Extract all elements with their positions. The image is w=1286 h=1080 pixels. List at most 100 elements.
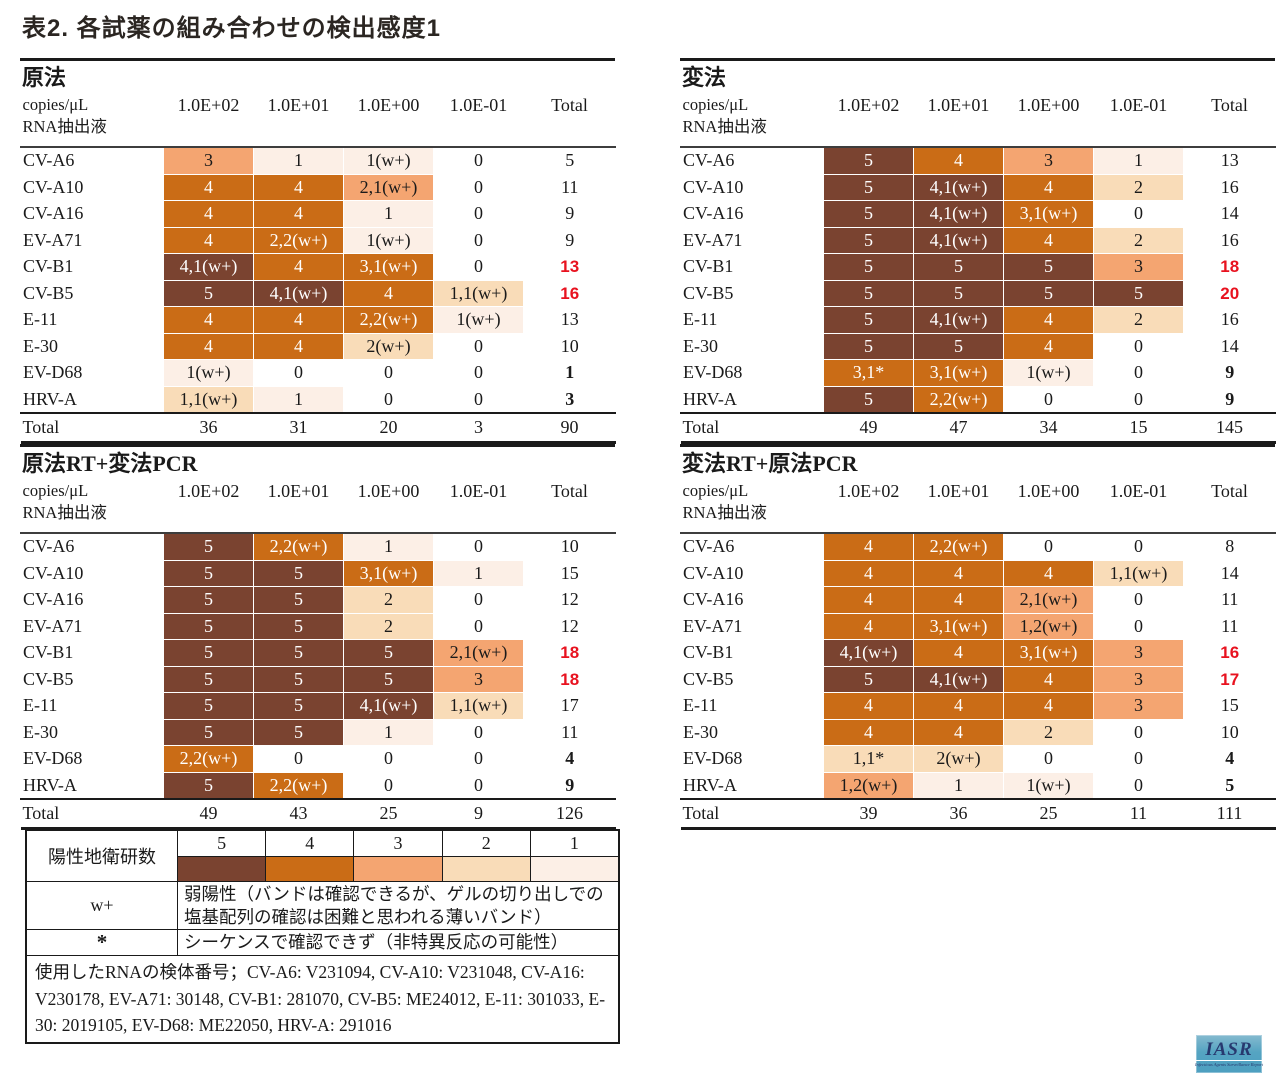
- row-label: CV-B1: [680, 253, 824, 280]
- value-cell: 5: [913, 279, 1004, 307]
- column-total: 43: [253, 798, 344, 830]
- value-cell: 1,2(w+): [1003, 612, 1094, 640]
- value-cell: 1: [253, 385, 344, 413]
- row-total: 8: [1183, 532, 1276, 560]
- panel-genpo-rt-henpo-pcr: 原法RT+変法PCR copies/μL RNA抽出液 1.0E+02 1.0E+…: [20, 444, 616, 830]
- total-row-label: Total: [680, 412, 824, 444]
- value-cell: 1(w+): [343, 146, 434, 174]
- value-cell: 4: [1003, 332, 1094, 360]
- value-cell: 5: [823, 200, 914, 227]
- value-cell: 4: [823, 532, 914, 560]
- iasr-logo-subtext: Infectious Agents Surveillance Report: [1194, 1060, 1264, 1067]
- value-cell: 0: [1093, 332, 1184, 360]
- value-cell: 0: [1093, 385, 1184, 413]
- column-header: 1.0E+01: [253, 479, 344, 534]
- value-cell: 4: [343, 279, 434, 307]
- grand-total: 145: [1183, 412, 1276, 444]
- row-axis-sample: RNA抽出液: [22, 503, 107, 522]
- row-label: CV-B1: [20, 253, 164, 280]
- value-cell: 3: [163, 146, 254, 174]
- value-cell: 1: [253, 146, 344, 174]
- value-cell: 0: [433, 771, 524, 799]
- row-total: 16: [1183, 306, 1276, 333]
- value-cell: 4: [253, 200, 344, 227]
- table-row: CV-A10 5 4,1(w+) 4 2 16: [680, 173, 1276, 201]
- value-cell: 1,1(w+): [433, 692, 524, 719]
- row-label: EV-A71: [680, 226, 824, 254]
- legend-scale-value: 4: [265, 831, 353, 856]
- value-cell: 5: [823, 332, 914, 360]
- row-label: CV-B5: [680, 665, 824, 693]
- table-row: CV-A16 5 4,1(w+) 3,1(w+) 0 14: [680, 200, 1276, 227]
- value-cell: 2: [1093, 306, 1184, 333]
- header-row: copies/μL RNA抽出液 1.0E+02 1.0E+01 1.0E+00 1.…: [680, 93, 1276, 148]
- column-total: 34: [1003, 412, 1094, 444]
- value-cell: 1: [343, 200, 434, 227]
- row-label: CV-A16: [680, 586, 824, 613]
- value-cell: 5: [253, 692, 344, 719]
- row-label: EV-D68: [680, 745, 824, 772]
- value-cell: 2,1(w+): [1003, 586, 1094, 613]
- value-cell: 4: [913, 586, 1004, 613]
- row-total: 9: [1183, 359, 1276, 386]
- legend-scale-swatches: [178, 856, 619, 881]
- value-cell: 1(w+): [1003, 771, 1094, 799]
- row-total: 12: [523, 586, 616, 613]
- value-cell: 5: [163, 586, 254, 613]
- table-row: CV-B1 5 5 5 3 18: [680, 253, 1276, 280]
- value-cell: 0: [433, 173, 524, 201]
- table-row: E-11 4 4 2,2(w+) 1(w+) 13: [20, 306, 616, 333]
- legend-scale-value: 3: [353, 831, 441, 856]
- panel-henpo-rt-genpo-pcr: 変法RT+原法PCR copies/μL RNA抽出液 1.0E+02 1.0E+…: [680, 444, 1276, 830]
- value-cell: 1(w+): [343, 226, 434, 254]
- table-row: CV-A10 4 4 2,1(w+) 0 11: [20, 173, 616, 201]
- value-cell: 0: [433, 146, 524, 174]
- row-total: 9: [523, 771, 616, 799]
- column-header: 1.0E+02: [823, 479, 914, 534]
- grand-total: 126: [523, 798, 616, 830]
- value-cell: 0: [1093, 359, 1184, 386]
- table-row: EV-D68 1(w+) 0 0 0 1: [20, 359, 616, 386]
- value-cell: 5: [823, 385, 914, 413]
- row-total: 14: [1183, 559, 1276, 587]
- value-cell: 1,1(w+): [163, 385, 254, 413]
- column-header: 1.0E+00: [1003, 479, 1094, 534]
- value-cell: 4,1(w+): [343, 692, 434, 719]
- value-cell: 0: [433, 385, 524, 413]
- grand-total: 90: [523, 412, 616, 444]
- value-cell: 0: [1093, 771, 1184, 799]
- column-total: 49: [823, 412, 914, 444]
- value-cell: 3: [1003, 146, 1094, 174]
- value-cell: 4: [913, 559, 1004, 587]
- value-cell: 5: [913, 332, 1004, 360]
- row-total: 12: [523, 612, 616, 640]
- legend-color-swatch: [265, 857, 354, 881]
- value-cell: 4: [823, 559, 914, 587]
- row-total: 4: [1183, 745, 1276, 772]
- value-cell: 1(w+): [163, 359, 254, 386]
- column-header: 1.0E-01: [433, 479, 524, 534]
- row-label: E-11: [680, 306, 824, 333]
- value-cell: 5: [163, 771, 254, 799]
- value-cell: 5: [1003, 279, 1094, 307]
- value-cell: 0: [433, 253, 524, 280]
- row-label: E-30: [20, 332, 164, 360]
- legend-color-swatch: [178, 857, 266, 881]
- value-cell: 5: [823, 665, 914, 693]
- column-header: 1.0E+02: [163, 93, 254, 148]
- value-cell: 0: [433, 200, 524, 227]
- panel-title: 原法: [22, 65, 67, 90]
- value-cell: 4: [823, 612, 914, 640]
- value-cell: 2: [1003, 718, 1094, 746]
- panel-title: 変法: [682, 65, 727, 90]
- value-cell: 5: [823, 279, 914, 307]
- table-row: CV-B1 4,1(w+) 4 3,1(w+) 3 16: [680, 639, 1276, 666]
- value-cell: 0: [433, 226, 524, 254]
- table-row: EV-A71 4 3,1(w+) 1,2(w+) 0 11: [680, 612, 1276, 640]
- value-cell: 5: [823, 146, 914, 174]
- table-row: CV-B5 5 4,1(w+) 4 1,1(w+) 16: [20, 279, 616, 307]
- value-cell: 0: [343, 771, 434, 799]
